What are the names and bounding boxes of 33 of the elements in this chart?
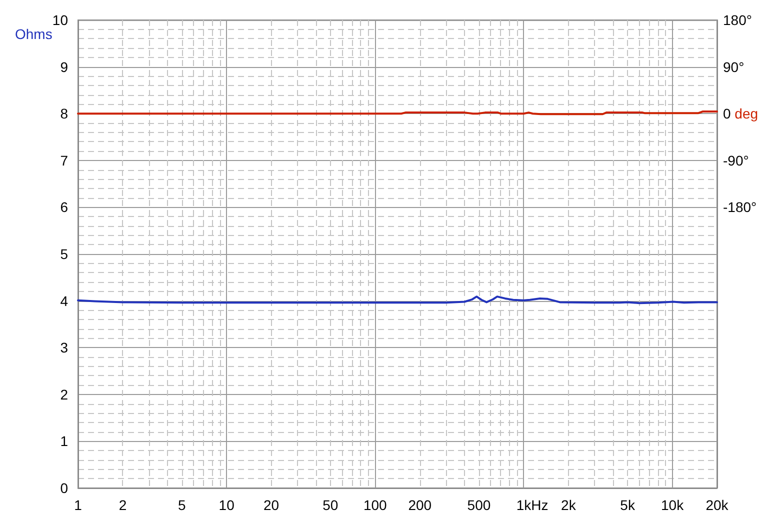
y-tick-label: 7 — [60, 152, 68, 168]
x-axis-title: Hz — [531, 497, 548, 513]
y-axis-title: Ohms — [15, 26, 52, 42]
y-tick-label: 0 — [60, 480, 68, 496]
y-tick-label: 1 — [60, 433, 68, 450]
x-tick-label: 1 — [74, 497, 82, 513]
y-tick-label: 5 — [60, 246, 68, 262]
x-tick-label: 10k — [660, 497, 685, 513]
x-tick-label: 50 — [322, 497, 338, 513]
y-tick-label: 8 — [60, 106, 68, 122]
x-tick-label: 100 — [363, 497, 388, 513]
y-tick-label: 4 — [60, 292, 68, 309]
y2-tick-label: 0 — [723, 106, 735, 122]
x-tick-label: 2k — [561, 497, 577, 513]
x-tick-label: 20 — [264, 497, 280, 513]
y-tick-label: 2 — [60, 386, 68, 402]
y2-axis-title: deg — [734, 106, 758, 122]
y-tick-label: 10 — [52, 12, 68, 28]
x-tick-label: 5k — [620, 497, 636, 513]
x-tick-label: 200 — [408, 497, 432, 513]
y2-tick-label: -180° — [723, 199, 757, 216]
y-tick-label: 6 — [60, 199, 68, 216]
x-tick-label: 10 — [218, 497, 235, 513]
x-tick-label: 5 — [178, 497, 186, 513]
x-tick-label: 500 — [467, 497, 491, 513]
x-tick-label: 1k — [516, 497, 532, 513]
x-tick-label: 2 — [118, 497, 127, 513]
y-tick-label: 9 — [60, 58, 68, 75]
x-tick-label: 20k — [706, 497, 730, 513]
y2-tick-label: 180° — [723, 12, 752, 28]
y2-tick-label: 90° — [723, 58, 744, 75]
y2-tick-label: -90° — [723, 152, 749, 168]
y-tick-label: 3 — [60, 340, 68, 356]
